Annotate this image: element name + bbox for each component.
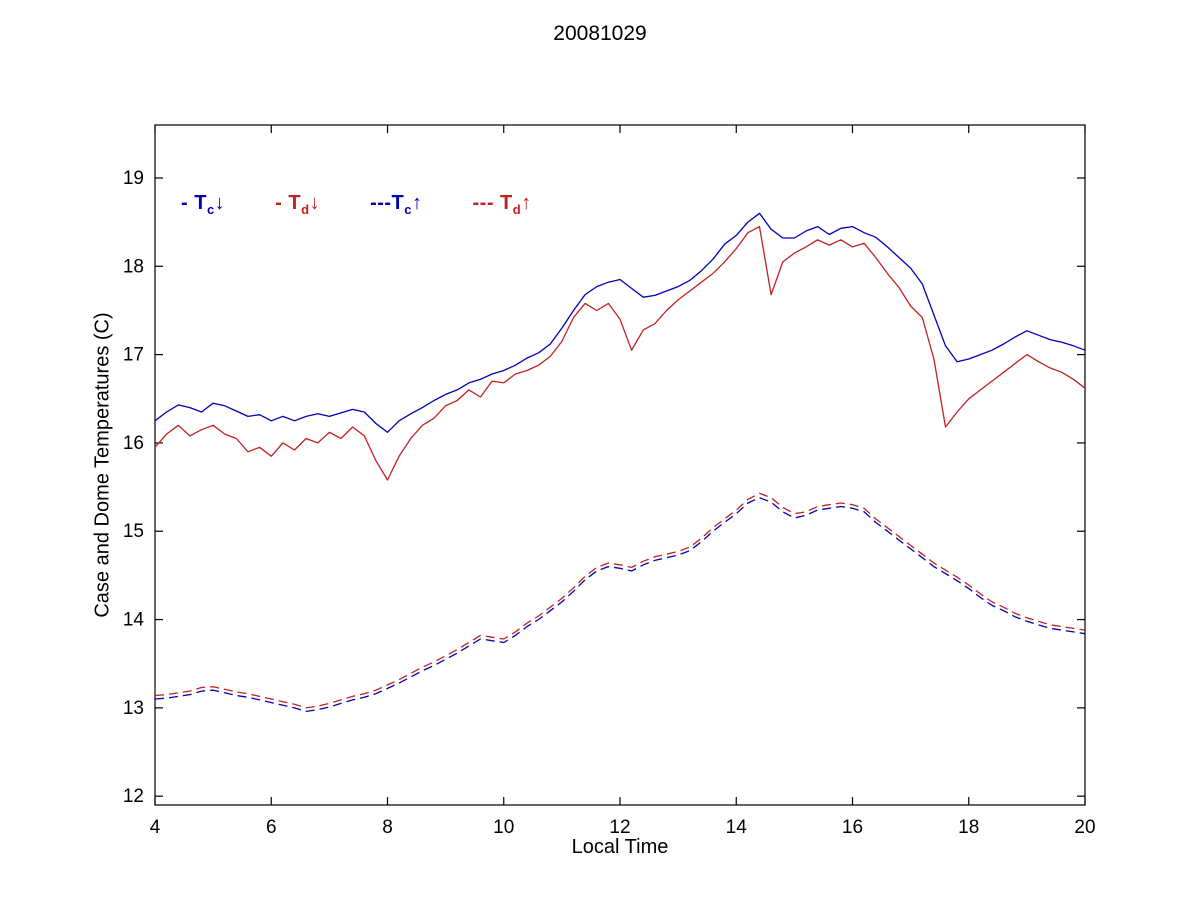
series-Td_down <box>154 225 1086 481</box>
x-tick-label: 10 <box>493 817 514 838</box>
legend: - Tc↓ - Td↓ ---Tc↑ --- Td↑ <box>181 192 582 217</box>
x-tick-label: 8 <box>382 817 393 838</box>
legend-linestyle-sample: --- <box>472 192 501 214</box>
y-tick-label: 18 <box>123 256 144 277</box>
y-tick-label: 13 <box>123 698 144 719</box>
legend-arrow-icon: ↑ <box>412 192 423 214</box>
series-Td_up <box>154 492 1086 709</box>
legend-symbol: T <box>391 192 405 214</box>
y-tick-label: 19 <box>123 168 144 189</box>
y-tick-label: 12 <box>123 786 144 807</box>
legend-symbol: T <box>500 192 513 214</box>
x-tick-label: 16 <box>842 817 863 838</box>
y-tick-label: 16 <box>123 433 144 454</box>
x-tick-label: 14 <box>726 817 748 838</box>
x-tick-label: 6 <box>266 817 277 838</box>
chart-title: 20081029 <box>553 22 647 45</box>
y-tick-label: 17 <box>123 345 144 366</box>
legend-symbol: T <box>194 192 207 214</box>
legend-arrow-icon: ↓ <box>214 192 226 214</box>
legend-item-0: - Tc↓ <box>181 192 225 217</box>
axes-box <box>154 124 1086 806</box>
legend-subscript: d <box>301 202 310 217</box>
legend-symbol: T <box>288 192 302 214</box>
series-Tc_down <box>154 212 1086 433</box>
x-axis-label: Local Time <box>571 836 669 858</box>
legend-linestyle-sample: - <box>275 192 289 214</box>
x-tick-label: 4 <box>150 817 161 838</box>
x-tick-label: 20 <box>1074 817 1095 838</box>
legend-linestyle-sample: - <box>181 192 195 214</box>
legend-linestyle-sample: --- <box>370 192 392 214</box>
y-tick-label: 14 <box>123 610 145 631</box>
legend-item-3: --- Td↑ <box>473 192 532 217</box>
legend-subscript: d <box>512 202 522 217</box>
x-tick-label: 18 <box>958 817 979 838</box>
legend-item-2: ---Tc↑ <box>370 192 422 217</box>
x-tick-label: 12 <box>609 817 630 838</box>
legend-arrow-icon: ↓ <box>309 192 321 214</box>
legend-subscript: c <box>404 202 412 217</box>
y-tick-label: 15 <box>123 521 144 542</box>
legend-arrow-icon: ↑ <box>521 192 532 214</box>
legend-subscript: c <box>206 202 215 217</box>
series-Tc_up <box>154 497 1086 713</box>
legend-item-1: - Td↓ <box>275 192 320 217</box>
